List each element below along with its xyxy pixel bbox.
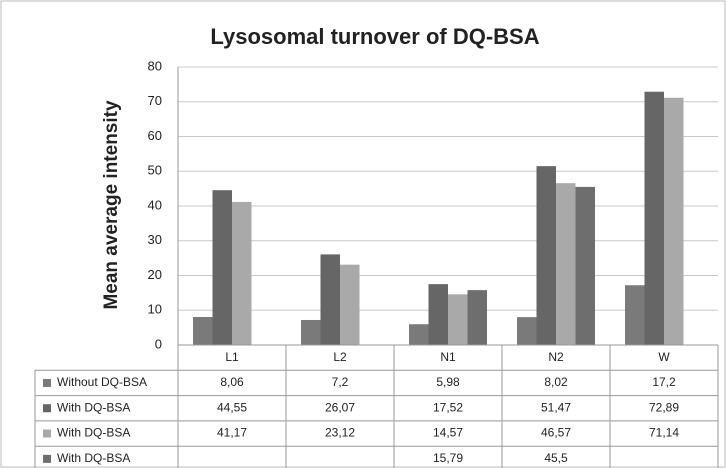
bar [556, 183, 576, 345]
bar [428, 284, 448, 345]
y-tick-label: 0 [155, 336, 162, 351]
x-tick-label: N1 [440, 350, 456, 364]
bar [467, 290, 487, 345]
legend-label: With DQ-BSA [57, 426, 130, 440]
y-axis-label: Mean average intensity [101, 100, 122, 310]
bar [625, 285, 645, 345]
bar [301, 319, 321, 345]
table-value: 45,5 [544, 451, 568, 465]
bar [232, 201, 252, 345]
y-tick-label: 30 [148, 232, 162, 247]
bar [320, 254, 340, 345]
y-tick-label: 40 [148, 197, 162, 212]
bar [644, 91, 664, 346]
bar [536, 166, 556, 345]
legend-label: With DQ-BSA [57, 451, 130, 465]
legend-key [43, 454, 51, 463]
table-value: 17,52 [433, 400, 463, 414]
table-value: 41,17 [217, 426, 247, 440]
chart-title: Lysosomal turnover of DQ-BSA [210, 24, 539, 49]
bar [212, 190, 232, 345]
table-value: 8,06 [220, 375, 244, 389]
table-value: 14,57 [433, 426, 463, 440]
y-tick-label: 10 [148, 302, 162, 317]
table-value: 51,47 [541, 400, 571, 414]
table-value: 5,98 [436, 375, 460, 389]
table-value: 44,55 [217, 400, 247, 414]
table-value: 15,79 [433, 451, 463, 465]
y-tick-label: 80 [148, 58, 162, 73]
y-tick-label: 20 [148, 267, 162, 282]
table-value: 23,12 [325, 426, 355, 440]
legend-key [43, 378, 51, 387]
bar [664, 97, 684, 345]
y-tick-label: 50 [148, 163, 162, 178]
table-value: 8,02 [544, 375, 568, 389]
legend-label: Without DQ-BSA [57, 375, 147, 389]
legend-key [43, 404, 51, 413]
bar [193, 316, 213, 345]
bar [409, 324, 429, 345]
x-tick-label: L2 [333, 350, 347, 364]
x-tick-label: N2 [548, 350, 564, 364]
x-tick-label: L1 [225, 350, 239, 364]
table-value: 71,14 [649, 426, 679, 440]
table-value: 46,57 [541, 426, 571, 440]
bar [517, 317, 537, 345]
y-tick-label: 60 [148, 128, 162, 143]
table-value: 26,07 [325, 400, 355, 414]
legend-key [43, 429, 51, 438]
bar [575, 186, 595, 345]
legend-label: With DQ-BSA [57, 400, 130, 414]
x-tick-label: W [658, 350, 670, 364]
table-value: 17,2 [652, 375, 676, 389]
table-value: 7,2 [332, 375, 349, 389]
bar [340, 264, 360, 345]
y-tick-label: 70 [148, 93, 162, 108]
table-value: 72,89 [649, 400, 679, 414]
bar [448, 294, 468, 345]
